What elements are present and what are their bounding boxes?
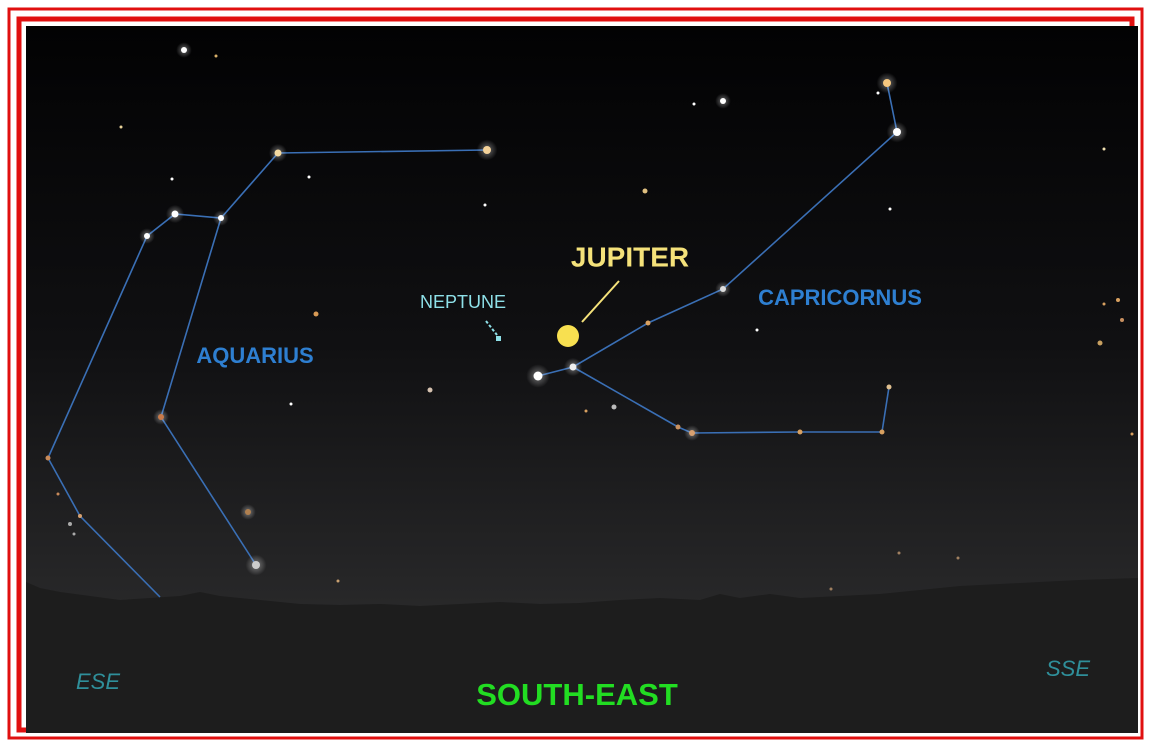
star: [171, 178, 174, 181]
star: [1131, 433, 1134, 436]
star: [314, 312, 319, 317]
star: [144, 233, 150, 239]
star: [1103, 148, 1106, 151]
star: [120, 126, 123, 129]
star: [676, 425, 681, 430]
star: [798, 430, 803, 435]
star: [880, 430, 885, 435]
planet-label: JUPITER: [571, 241, 689, 272]
star: [215, 55, 218, 58]
star: [898, 552, 901, 555]
star: [1120, 318, 1124, 322]
star: [57, 493, 60, 496]
star: [290, 403, 293, 406]
star: [612, 405, 617, 410]
constellation-label: CAPRICORNUS: [758, 285, 922, 310]
star: [483, 146, 491, 154]
star: [570, 364, 577, 371]
star: [158, 414, 164, 420]
star: [78, 514, 82, 518]
jupiter: [557, 325, 579, 347]
star: [1103, 303, 1106, 306]
star: [643, 189, 648, 194]
star: [957, 557, 960, 560]
star: [308, 176, 311, 179]
direction-label: ESE: [76, 669, 120, 694]
star: [275, 150, 282, 157]
star: [46, 456, 51, 461]
star: [887, 385, 892, 390]
star: [172, 211, 179, 218]
star: [484, 204, 487, 207]
planet-label: NEPTUNE: [420, 292, 506, 312]
star: [720, 98, 726, 104]
sky-map: JUPITER NEPTUNE CAPRICORNUS AQUARIUS SOU…: [0, 0, 1151, 747]
star: [646, 321, 651, 326]
star: [689, 430, 695, 436]
star: [181, 47, 187, 53]
page: {"labels": {"planet": "JUPITER", "faint_…: [0, 0, 1151, 752]
star: [756, 329, 759, 332]
star: [252, 561, 260, 569]
neptune: [496, 336, 501, 341]
star: [245, 509, 251, 515]
star: [720, 286, 726, 292]
star: [585, 410, 588, 413]
star: [337, 580, 340, 583]
star: [693, 103, 696, 106]
direction-label: SOUTH-EAST: [476, 677, 678, 712]
star: [877, 92, 880, 95]
constellation-label: AQUARIUS: [196, 343, 313, 368]
star: [73, 533, 76, 536]
star: [68, 522, 72, 526]
star: [218, 215, 224, 221]
direction-label: SSE: [1046, 656, 1090, 681]
star: [883, 79, 891, 87]
star: [428, 388, 433, 393]
star: [830, 588, 833, 591]
star: [889, 208, 892, 211]
star: [1116, 298, 1120, 302]
star: [534, 372, 543, 381]
star: [1098, 341, 1103, 346]
star: [893, 128, 901, 136]
